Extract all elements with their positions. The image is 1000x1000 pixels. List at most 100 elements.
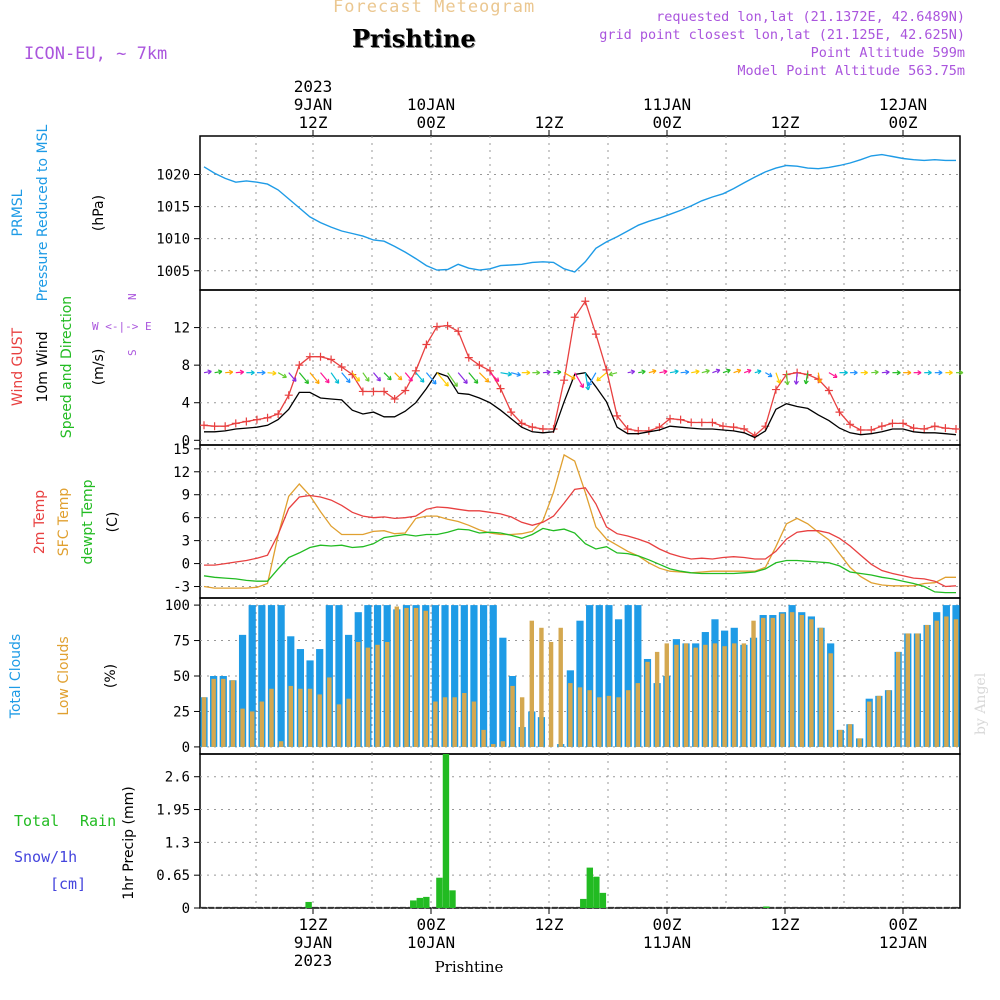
gust-marker (729, 423, 738, 432)
wind-arrow (733, 368, 742, 374)
low-clouds-bar (587, 690, 592, 747)
wind-arrow-head (705, 368, 710, 374)
model-name: ICON-EU, ~ 7km (24, 44, 168, 64)
wind-arrow (373, 372, 381, 382)
low-clouds-bar (568, 683, 573, 747)
pressure-label-2: Pressure Reduced to MSL (35, 124, 51, 301)
wind-arrow-head (431, 379, 437, 385)
wind-arrow (934, 370, 943, 376)
low-clouds-bar (529, 620, 534, 747)
time-label-bottom: 11JAN (643, 933, 691, 952)
wind-arrow (246, 370, 255, 376)
wind-arrow (563, 372, 576, 380)
wind-arrow-head (652, 369, 657, 375)
wind-arrow (892, 370, 901, 376)
total-clouds-bar (345, 634, 353, 747)
wind-arrow (596, 372, 607, 382)
time-label-top: 12Z (535, 113, 564, 132)
gust-marker (930, 422, 939, 431)
wind-arrow-shaft (587, 372, 597, 387)
wind-arrow (924, 370, 932, 376)
low-clouds-bar (654, 651, 660, 747)
wind-arrow-head (843, 370, 848, 376)
low-clouds-bar (895, 651, 901, 747)
gust-label: Wind GUST (10, 327, 26, 406)
wind-arrow (489, 372, 500, 383)
time-label-top: 10JAN (407, 95, 455, 114)
gust-marker (877, 422, 886, 431)
wind-arrow-head (630, 369, 636, 375)
wind-arrow-head (585, 385, 591, 391)
wind-arrow-shaft (373, 372, 381, 382)
panel-5: 0 0.65 1.3 1.95 2.6 (156, 753, 961, 917)
wind-arrow (608, 371, 618, 377)
y-tick-label: 6 (182, 511, 190, 527)
precip-bar (593, 876, 600, 908)
wind-arrow-shaft (828, 372, 838, 378)
wind-arrow-shaft (478, 372, 490, 383)
low-clouds-bar (616, 697, 621, 747)
total-clouds-bar (441, 605, 449, 747)
low-clouds-bar (442, 697, 448, 747)
wind-arrow-head (397, 375, 403, 381)
low-clouds-bar (317, 694, 322, 747)
wind-arrow (521, 370, 531, 376)
wind-arrow-shaft (871, 371, 879, 374)
y-tick-label: 12 (173, 465, 190, 481)
wind-arrow-shaft (436, 372, 449, 387)
gust-line (203, 299, 957, 437)
gust-marker (740, 425, 749, 434)
wind-arrow-head (726, 368, 731, 374)
wind-arrow-shaft (765, 372, 773, 377)
time-label-top: 11JAN (643, 95, 691, 114)
low-clouds-bar (288, 685, 293, 747)
wind-arrow (510, 371, 521, 377)
wind-arrow-head (959, 370, 964, 376)
precip-bar (599, 892, 607, 908)
gust-marker (305, 352, 314, 361)
precip-bar (416, 897, 423, 908)
wind-arrow (203, 369, 212, 375)
low-clouds-bar (259, 701, 265, 747)
wind-arrow (404, 372, 413, 382)
wind-arrow-head (596, 376, 601, 382)
total-clouds-bar (258, 605, 266, 747)
wind-arrow (267, 370, 277, 376)
wind-arrow-head (261, 370, 266, 376)
total-clouds-bar (605, 605, 613, 747)
wind-arrow-head (557, 369, 562, 375)
low-clouds-bar (635, 683, 641, 747)
wind-arrow-shaft (510, 372, 521, 376)
wind-arrow (850, 370, 858, 376)
y-tick-label: 15 (173, 442, 190, 458)
wind-arrow-head (695, 369, 700, 375)
panel-frame (199, 289, 961, 446)
low-clouds-bar (404, 607, 409, 747)
wind-arrow-shaft (596, 372, 607, 382)
wind-arrow-head (315, 379, 320, 385)
gust-marker (263, 413, 272, 422)
temp-unit: (C) (105, 512, 121, 533)
low-clouds-bar (230, 680, 236, 747)
low-clouds-bar (703, 644, 708, 747)
low-clouds-bar (828, 653, 833, 747)
total-clouds-bar (624, 605, 632, 747)
total-clouds-bar (431, 605, 439, 747)
wind-arrow (871, 369, 879, 375)
wind-arrow-head (663, 369, 668, 375)
total-clouds-bar (595, 605, 603, 747)
y-tick-label: 1020 (156, 168, 190, 184)
wind-arrow (803, 372, 809, 385)
sfc-label: SFC Temp (56, 488, 72, 557)
y-tick-label: 12 (173, 321, 190, 337)
time-label-bottom: 9JAN (294, 933, 333, 952)
time-label-bottom: 00Z (417, 915, 446, 934)
temp2m-label: 2m Temp (32, 490, 48, 554)
wind-arrow-head (507, 371, 512, 377)
low-clouds-bar (433, 701, 438, 747)
wind-arrow-head (684, 369, 690, 375)
wind-arrow-shaft (351, 372, 360, 382)
total-clouds-bar (479, 605, 488, 747)
wind-arrow-head (272, 370, 277, 376)
wind-arrow (225, 369, 234, 375)
